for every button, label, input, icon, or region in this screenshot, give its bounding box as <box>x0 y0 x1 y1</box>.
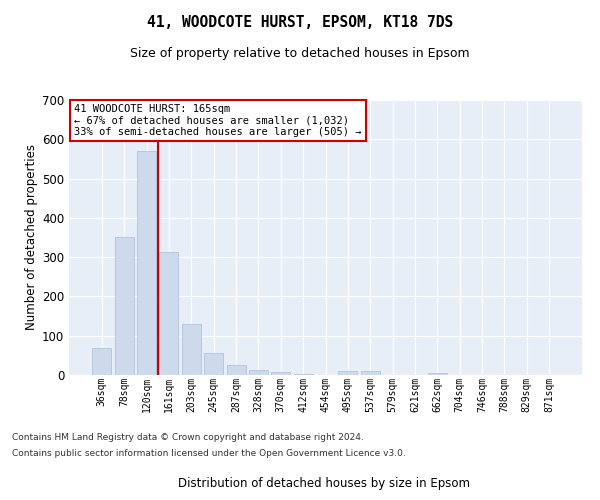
Bar <box>92 348 112 375</box>
Text: 41 WOODCOTE HURST: 165sqm
← 67% of detached houses are smaller (1,032)
33% of se: 41 WOODCOTE HURST: 165sqm ← 67% of detac… <box>74 104 362 138</box>
Bar <box>249 370 268 375</box>
Text: Distribution of detached houses by size in Epsom: Distribution of detached houses by size … <box>178 477 470 490</box>
Bar <box>338 371 358 375</box>
Bar <box>227 365 245 375</box>
Bar <box>160 252 178 375</box>
Text: Contains public sector information licensed under the Open Government Licence v3: Contains public sector information licen… <box>12 448 406 458</box>
Bar <box>293 374 313 375</box>
Text: Size of property relative to detached houses in Epsom: Size of property relative to detached ho… <box>130 48 470 60</box>
Bar <box>115 236 134 375</box>
Text: 41, WOODCOTE HURST, EPSOM, KT18 7DS: 41, WOODCOTE HURST, EPSOM, KT18 7DS <box>147 15 453 30</box>
Y-axis label: Number of detached properties: Number of detached properties <box>25 144 38 330</box>
Bar <box>182 324 201 375</box>
Text: Contains HM Land Registry data © Crown copyright and database right 2024.: Contains HM Land Registry data © Crown c… <box>12 434 364 442</box>
Bar <box>137 151 156 375</box>
Bar <box>204 352 223 375</box>
Bar <box>361 371 380 375</box>
Bar <box>271 372 290 375</box>
Bar <box>428 373 447 375</box>
